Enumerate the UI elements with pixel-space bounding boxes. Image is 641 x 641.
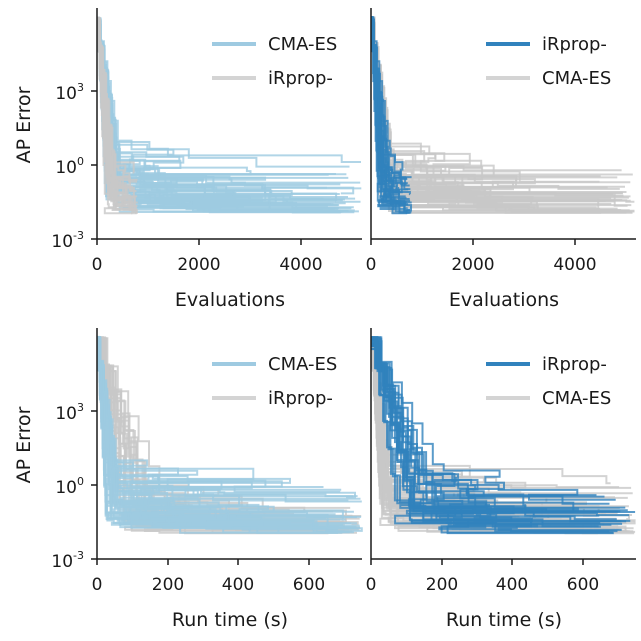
x-tick-label: 2000 [177, 255, 220, 275]
x-tick-label: 200 [426, 575, 458, 595]
legend-top-left: CMA-ES iRprop- [212, 34, 337, 89]
run-trace-irprop [371, 17, 411, 196]
legend-bottom-left: CMA-ES iRprop- [212, 354, 337, 409]
run-trace-cmaes [97, 344, 347, 529]
run-trace-irprop [97, 19, 138, 198]
run-trace-irprop [371, 342, 605, 498]
run-trace-irprop [371, 338, 618, 533]
legend-label-irprop: iRprop- [268, 68, 333, 89]
run-trace-irprop [371, 342, 617, 521]
x-tick-label: 400 [222, 575, 254, 595]
legend-label-cma-es: CMA-ES [542, 388, 611, 409]
y-tick-label: 103 [55, 81, 84, 104]
x-axis-label: Run time (s) [172, 609, 288, 631]
run-trace-irprop [371, 18, 408, 181]
x-axis-label: Evaluations [175, 289, 285, 311]
x-tick-label: 0 [92, 575, 103, 595]
panel-bottom-left: CMA-ES iRprop- 0 200 400 600 Run time (s… [51, 328, 363, 631]
x-tick-marks [370, 239, 576, 245]
legend-top-right: iRprop- CMA-ES [486, 34, 611, 89]
legend-label-irprop: iRprop- [268, 388, 333, 409]
x-tick-label: 200 [152, 575, 184, 595]
panel-bottom-right: iRprop- CMA-ES 0 200 400 600 Run time (s… [366, 328, 636, 631]
x-tick-label: 600 [567, 575, 599, 595]
x-tick-label: 4000 [279, 255, 322, 275]
panel-top-left: CMA-ES iRprop- 0 2000 4000 Evaluations 1… [51, 8, 362, 311]
legend-label-cma-es: CMA-ES [268, 354, 337, 375]
x-tick-label: 4000 [553, 255, 596, 275]
legend-label-irprop: iRprop- [542, 354, 607, 375]
legend-bottom-right: iRprop- CMA-ES [486, 354, 611, 409]
y-tick-label: 100 [55, 475, 84, 498]
x-axis-label: Evaluations [449, 289, 559, 311]
run-trace-cmaes [97, 20, 361, 203]
x-tick-label: 2000 [451, 255, 494, 275]
x-tick-marks [96, 559, 310, 565]
y-tick-marks [91, 90, 97, 240]
x-tick-label: 0 [92, 255, 103, 275]
panel-top-right: iRprop- CMA-ES 0 2000 4000 Evaluations [366, 8, 636, 311]
x-tick-label: 600 [293, 575, 325, 595]
legend-label-cma-es: CMA-ES [542, 68, 611, 89]
y-tick-label: 10-3 [51, 229, 84, 252]
ylabel-top: AP Error [13, 86, 35, 163]
x-tick-label: 0 [366, 255, 377, 275]
run-trace-irprop [371, 347, 626, 509]
x-tick-label: 400 [496, 575, 528, 595]
run-trace-irprop [97, 19, 136, 210]
legend-label-irprop: iRprop- [542, 34, 607, 55]
x-tick-marks [370, 559, 584, 565]
ylabel-bottom: AP Error [13, 406, 35, 483]
y-tick-label: 100 [55, 155, 84, 178]
run-trace-cmaes [97, 342, 336, 516]
y-tick-marks [91, 410, 97, 560]
y-tick-label: 10-3 [51, 549, 84, 572]
y-tick-label: 103 [55, 401, 84, 424]
run-trace-irprop [371, 18, 408, 215]
x-tick-marks [96, 239, 302, 245]
legend-label-cma-es: CMA-ES [268, 34, 337, 55]
x-tick-label: 0 [366, 575, 377, 595]
x-axis-label: Run time (s) [446, 609, 562, 631]
